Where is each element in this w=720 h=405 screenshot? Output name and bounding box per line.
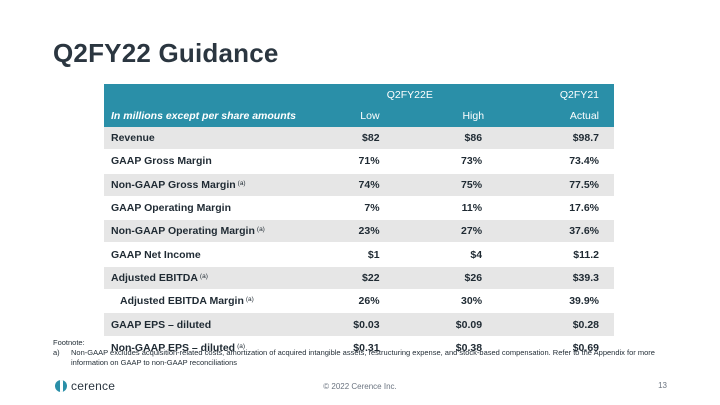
header-q2fy22e: Q2FY22E [386,88,433,101]
row-label: GAAP Operating Margin [104,196,302,221]
cell-actual: $11.2 [518,242,614,267]
row-label: GAAP Gross Margin [104,149,302,174]
cerence-logo: cerence [55,379,115,393]
table-row: Adjusted EBITDA Margin (a) 26% 30% 39.9% [104,289,614,314]
cell-low: $0.31 [301,336,406,360]
cell-high: 11% [405,196,519,221]
footnote-marker: (a) [256,226,265,234]
cell-actual: 77.5% [518,173,614,197]
cerence-logo-icon [55,380,67,392]
footnote-item: a) Non-GAAP excludes acquisition-related… [53,348,673,368]
cell-high: 30% [405,289,519,314]
footnote: Footnote: a) Non-GAAP excludes acquisiti… [53,338,673,368]
cell-high: $0.38 [405,336,519,360]
copyright: © 2022 Cerence Inc. [323,382,397,391]
cell-high: 75% [405,173,519,197]
cell-low: $22 [301,266,406,291]
row-label: Adjusted EBITDA Margin (a) [104,289,302,314]
cell-high: $0.09 [405,312,519,337]
header-q2fy21: Q2FY21 [559,88,599,101]
footnote-marker: (a) [237,179,246,187]
footnote-mark: a) [53,348,60,357]
table-row: Revenue $82 $86 $98.7 [104,127,614,151]
cell-actual: $0.69 [518,336,614,360]
table-row: GAAP Net Income $1 $4 $11.2 [104,242,614,267]
table-row: Adjusted EBITDA (a) $22 $26 $39.3 [104,266,614,291]
table-row: Non-GAAP Gross Margin (a) 74% 75% 77.5% [104,173,614,197]
cell-actual: $39.3 [518,266,614,291]
cell-high: $86 [405,127,519,151]
logo-text: cerence [71,379,116,393]
footnote-marker: (a) [199,272,208,280]
cell-actual: 17.6% [518,196,614,221]
cell-low: 74% [301,173,406,197]
table-sub-header-row: In millions except per share amounts Low… [104,105,614,127]
header-units-note: In millions except per share amounts [111,110,296,122]
row-label: Adjusted EBITDA (a) [104,266,302,291]
cell-high: 27% [405,219,519,244]
cell-high: 73% [405,149,519,174]
cell-actual: 73.4% [518,149,614,174]
table-group-header-row: Q2FY22E Q2FY21 [104,84,614,105]
table-row: GAAP EPS – diluted $0.03 $0.09 $0.28 [104,312,614,337]
cell-actual: $98.7 [518,127,614,151]
guidance-table: Q2FY22E Q2FY21 In millions except per sh… [104,84,614,360]
page-number: 13 [658,381,667,390]
row-label: Non-GAAP Operating Margin (a) [104,219,302,244]
header-spacer [104,84,302,105]
cell-actual: 39.9% [518,289,614,314]
table-row: Non-GAAP EPS – diluted (a) $0.31 $0.38 $0… [104,336,614,360]
table-row: GAAP Operating Margin 7% 11% 17.6% [104,196,614,221]
table-row: GAAP Gross Margin 71% 73% 73.4% [104,149,614,174]
footnote-text: Non-GAAP excludes acquisition-related co… [71,348,655,367]
footnote-marker: (a) [245,296,254,304]
cell-low: 71% [301,149,406,174]
cell-actual: $0.28 [518,312,614,337]
cell-low: 23% [301,219,406,244]
cell-actual: 37.6% [518,219,614,244]
cell-low: 7% [301,196,406,221]
header-low: Low [360,110,380,122]
cell-low: $1 [301,242,406,267]
row-label: Revenue [104,127,302,151]
row-label: Non-GAAP Gross Margin (a) [104,173,302,197]
row-label: GAAP Net Income [104,242,302,267]
footnote-marker: (a) [237,342,246,350]
row-label: Non-GAAP EPS – diluted (a) [104,336,302,360]
page-title: Q2FY22 Guidance [53,38,279,68]
header-actual: Actual [569,110,599,122]
footnote-heading: Footnote: [53,338,85,347]
row-label: GAAP EPS – diluted [104,312,302,337]
header-high: High [462,110,485,122]
table-row: Non-GAAP Operating Margin (a) 23% 27% 37.… [104,219,614,244]
cell-high: $4 [405,242,519,267]
cell-low: $82 [301,127,406,151]
cell-high: $26 [405,266,519,291]
cell-low: $0.03 [301,312,406,337]
cell-low: 26% [301,289,406,314]
